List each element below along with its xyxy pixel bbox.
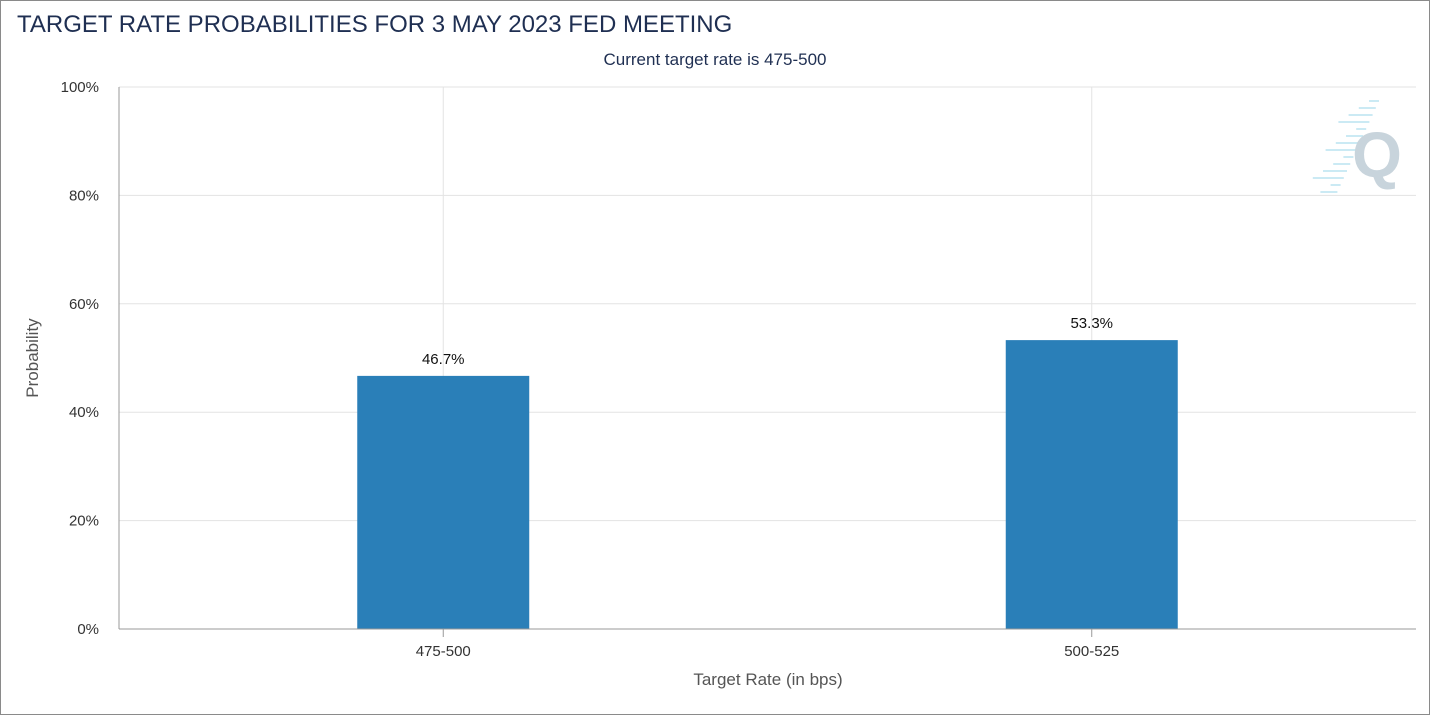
x-tick-label: 475-500: [416, 643, 471, 660]
quikstrike-q-logo-icon: Q: [1312, 100, 1402, 193]
y-tick-label: 0%: [77, 621, 99, 638]
chart-subtitle: Current target rate is 475-500: [603, 50, 826, 69]
y-tick-label: 20%: [69, 513, 99, 530]
chart-title: TARGET RATE PROBABILITIES FOR 3 MAY 2023…: [17, 11, 732, 38]
y-axis-label: Probability: [23, 318, 42, 398]
y-tick-label: 100%: [61, 79, 99, 96]
bar-value-label: 53.3%: [1070, 315, 1113, 332]
svg-text:Q: Q: [1352, 119, 1402, 191]
bar: [1005, 340, 1178, 629]
y-tick-label: 40%: [69, 404, 99, 421]
bar-value-label: 46.7%: [422, 351, 465, 368]
chart-axes: 0% 20% 40% 60% 80% 100% 475-500 500-525: [61, 79, 1416, 660]
chart-bars: 46.7% 53.3%: [357, 315, 1178, 629]
y-tick-label: 80%: [69, 187, 99, 204]
x-axis-label: Target Rate (in bps): [693, 670, 842, 689]
chart-grid: [119, 86, 1416, 629]
bar: [357, 375, 530, 629]
x-tick-label: 500-525: [1064, 643, 1119, 660]
y-tick-label: 60%: [69, 296, 99, 313]
